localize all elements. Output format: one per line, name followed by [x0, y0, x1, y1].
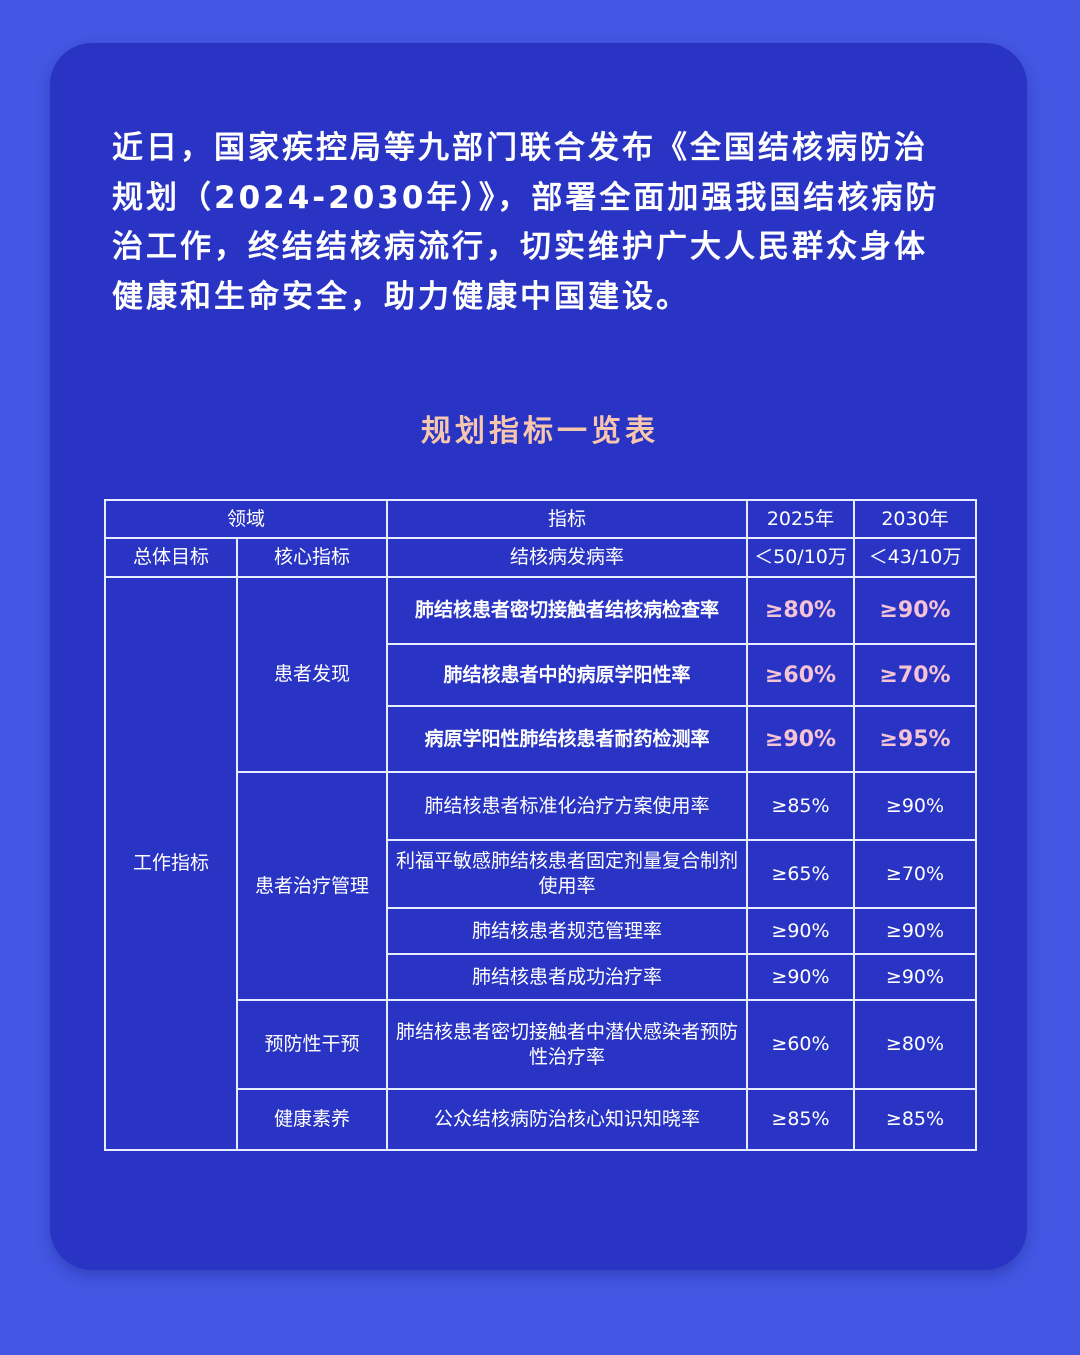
table-row: 患者治疗管理 肺结核患者标准化治疗方案使用率 ≥85% ≥90%	[105, 771, 977, 1001]
intro-line: 健康和生命安全，助力健康中国建设。	[112, 278, 690, 315]
indicator-cell: 结核病发病率	[386, 537, 748, 578]
value-2025: ≥85%	[746, 771, 855, 841]
value-2030: ≥85%	[853, 1088, 977, 1151]
header-2030: 2030年	[853, 499, 977, 539]
value-2030: ＜43/10万	[853, 537, 977, 578]
value-2025: ≥65%	[746, 839, 855, 909]
value-2025: ≥90%	[746, 907, 855, 955]
header-2025: 2025年	[746, 499, 855, 539]
value-2030: ≥90%	[853, 771, 977, 841]
header-domain: 领域	[104, 499, 388, 539]
indicator-table: 领域 指标 2025年 2030年 总体目标 核心指标 结核病发病率 ＜50/1…	[104, 499, 977, 1151]
intro-line: 治工作，终结结核病流行，切实维护广大人民群众身体	[112, 229, 928, 265]
value-2025: ＜50/10万	[746, 537, 855, 578]
value-2030: ≥95%	[853, 705, 977, 773]
value-2030: ≥90%	[853, 953, 977, 1001]
indicator-cell: 病原学阳性肺结核患者耐药检测率	[386, 705, 748, 773]
table-row: 健康素养 公众结核病防治核心知识知晓率 ≥85% ≥85%	[105, 1088, 977, 1151]
intro-line: 近日，国家疾控局等九部门联合发布《全国结核病防治	[112, 130, 928, 166]
table-row: 肺结核患者规范管理率 ≥90% ≥90%	[105, 907, 977, 955]
table-row: 病原学阳性肺结核患者耐药检测率 ≥90% ≥95%	[105, 705, 977, 773]
table-row: 预防性干预 肺结核患者密切接触者中潜伏感染者预防性治疗率 ≥60% ≥80%	[105, 999, 977, 1090]
table-row: 利福平敏感肺结核患者固定剂量复合制剂使用率 ≥65% ≥70%	[105, 839, 977, 909]
indicator-cell: 肺结核患者成功治疗率	[386, 953, 748, 1001]
section-cell: 患者发现	[236, 576, 388, 773]
indicator-cell: 肺结核患者中的病原学阳性率	[386, 643, 748, 707]
value-2030: ≥90%	[853, 907, 977, 955]
group-cell: 工作指标	[104, 576, 238, 1151]
table-row: 肺结核患者中的病原学阳性率 ≥60% ≥70%	[105, 643, 977, 707]
section-cell: 健康素养	[236, 1088, 388, 1151]
table-row: 肺结核患者成功治疗率 ≥90% ≥90%	[105, 953, 977, 1001]
value-2030: ≥90%	[853, 576, 977, 645]
value-2025: ≥60%	[746, 999, 855, 1090]
indicator-cell: 利福平敏感肺结核患者固定剂量复合制剂使用率	[386, 839, 748, 909]
header-row: 领域 指标 2025年 2030年	[104, 499, 977, 539]
intro-line: 规划（2024-2030年）》，部署全面加强我国结核病防	[112, 179, 940, 216]
value-2025: ≥90%	[746, 705, 855, 773]
section-cell: 预防性干预	[236, 999, 388, 1090]
value-2030: ≥80%	[853, 999, 977, 1090]
table-row: 工作指标 患者发现 肺结核患者密切接触者结核病检查率 ≥80% ≥90%	[104, 576, 977, 1151]
section-cell: 核心指标	[236, 537, 388, 578]
table-row: 总体目标 核心指标 结核病发病率 ＜50/10万 ＜43/10万	[104, 537, 977, 578]
value-2030: ≥70%	[853, 839, 977, 909]
header-indicator: 指标	[386, 499, 748, 539]
value-2025: ≥80%	[746, 576, 855, 645]
indicator-cell: 肺结核患者规范管理率	[386, 907, 748, 955]
value-2025: ≥90%	[746, 953, 855, 1001]
group-cell: 总体目标	[104, 537, 238, 578]
indicator-cell: 肺结核患者密切接触者中潜伏感染者预防性治疗率	[386, 999, 748, 1090]
table-title: 规划指标一览表	[421, 414, 659, 449]
indicator-cell: 肺结核患者标准化治疗方案使用率	[386, 771, 748, 841]
intro-paragraph: 近日，国家疾控局等九部门联合发布《全国结核病防治 规划（2024-2030年）》…	[112, 124, 992, 322]
section-cell: 患者治疗管理	[236, 771, 388, 1001]
value-2025: ≥85%	[746, 1088, 855, 1151]
value-2030: ≥70%	[853, 643, 977, 707]
indicator-cell: 公众结核病防治核心知识知晓率	[386, 1088, 748, 1151]
value-2025: ≥60%	[746, 643, 855, 707]
indicator-cell: 肺结核患者密切接触者结核病检查率	[386, 576, 748, 645]
